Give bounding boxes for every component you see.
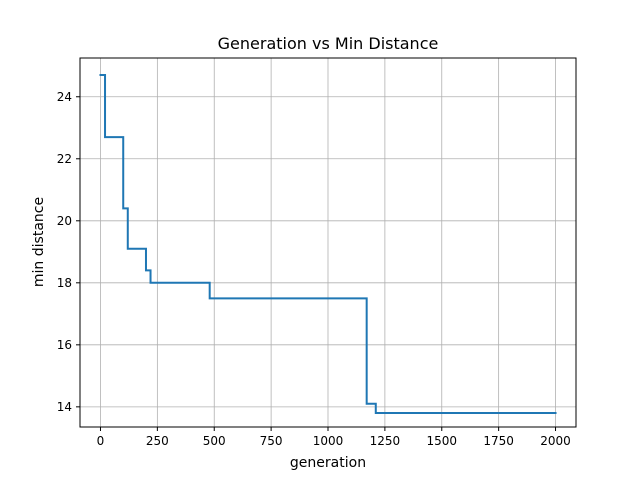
x-tick-label: 1750 [483, 434, 514, 448]
x-tick-label: 250 [146, 434, 169, 448]
x-tick-label: 2000 [540, 434, 571, 448]
x-tick-label: 500 [203, 434, 226, 448]
chart-title: Generation vs Min Distance [218, 34, 439, 53]
y-tick-label: 22 [57, 152, 72, 166]
series-layer [99, 74, 557, 415]
y-tick-label: 20 [57, 214, 72, 228]
x-tick-label: 1000 [313, 434, 344, 448]
y-tick-label: 16 [57, 338, 72, 352]
y-axis-label: min distance [31, 197, 47, 287]
x-tick-label: 1500 [426, 434, 457, 448]
series-line-0 [99, 74, 557, 415]
x-tick-label: 1250 [370, 434, 401, 448]
y-tick-label: 18 [57, 276, 72, 290]
y-tick-label: 24 [57, 90, 72, 104]
x-axis-label: generation [290, 455, 366, 471]
x-axis-ticks: 0 250 500 750 1000 1250 1500 1750 2000 [97, 427, 571, 448]
y-axis-ticks: 14 16 18 20 22 24 [57, 90, 80, 414]
y-tick-label: 14 [57, 400, 72, 414]
x-tick-label: 0 [97, 434, 105, 448]
x-tick-label: 750 [260, 434, 283, 448]
